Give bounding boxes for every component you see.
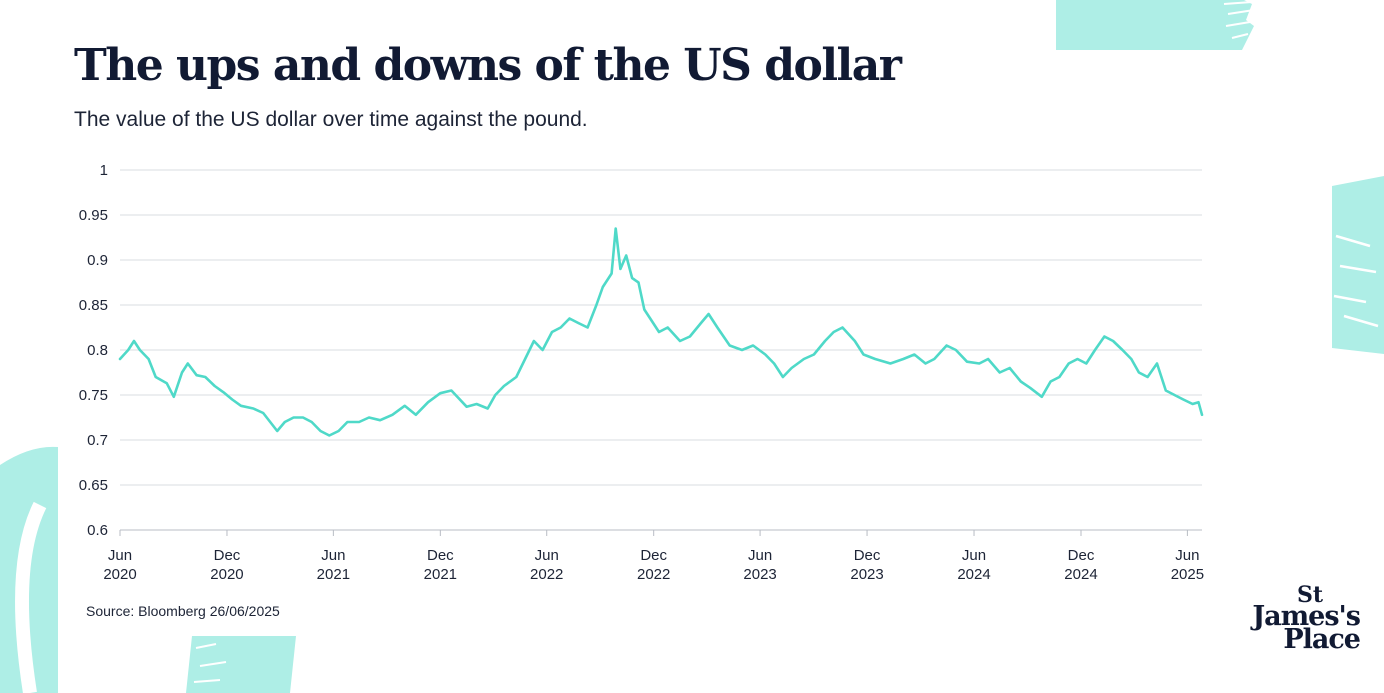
x-tick-label: 2020 xyxy=(210,566,243,583)
decorative-brush-bottom xyxy=(186,636,296,693)
x-tick-label: 2022 xyxy=(637,566,670,583)
x-tick-label: Dec xyxy=(854,547,881,564)
x-tick-label: 2024 xyxy=(957,566,990,583)
x-tick-label: 2025 xyxy=(1171,566,1204,583)
source-note: Source: Bloomberg 26/06/2025 xyxy=(86,603,280,619)
y-tick-label: 0.75 xyxy=(79,387,108,404)
decorative-brush-right xyxy=(1332,176,1384,354)
x-tick-label: 2023 xyxy=(850,566,883,583)
x-tick-label: Dec xyxy=(427,547,454,564)
y-tick-label: 0.8 xyxy=(87,342,108,359)
x-tick-label: 2021 xyxy=(424,566,457,583)
x-tick-label: 2020 xyxy=(103,566,136,583)
chart-subtitle: The value of the US dollar over time aga… xyxy=(74,108,588,131)
x-tick-label: Jun xyxy=(321,547,345,564)
y-tick-label: 0.9 xyxy=(87,252,108,269)
x-tick-label: Jun xyxy=(748,547,772,564)
y-tick-label: 0.85 xyxy=(79,297,108,314)
logo-line-3: Place xyxy=(1283,624,1361,656)
x-tick-label: Dec xyxy=(640,547,667,564)
y-tick-label: 0.65 xyxy=(79,477,108,494)
x-tick-label: Jun xyxy=(108,547,132,564)
x-tick-label: Jun xyxy=(962,547,986,564)
chart-title: The ups and downs of the US dollar xyxy=(74,40,902,91)
x-tick-label: 2021 xyxy=(317,566,350,583)
y-tick-label: 0.7 xyxy=(87,432,108,449)
x-tick-label: 2022 xyxy=(530,566,563,583)
logo-line-2: James's xyxy=(1252,600,1361,632)
x-tick-label: Dec xyxy=(1068,547,1095,564)
x-tick-label: Jun xyxy=(535,547,559,564)
y-tick-label: 1 xyxy=(100,162,108,179)
x-tick-label: Jun xyxy=(1175,547,1199,564)
series-line xyxy=(118,227,1204,437)
x-tick-label: 2024 xyxy=(1064,566,1097,583)
decorative-brush-top xyxy=(1056,0,1255,50)
x-tick-label: Dec xyxy=(214,547,241,564)
decorative-brush-left xyxy=(0,446,58,693)
x-tick-label: 2023 xyxy=(743,566,776,583)
logo-line-1: St xyxy=(1296,582,1324,608)
y-tick-label: 0.6 xyxy=(87,522,108,539)
y-tick-label: 0.95 xyxy=(79,207,108,224)
company-logo: St James's Place xyxy=(1240,582,1361,656)
